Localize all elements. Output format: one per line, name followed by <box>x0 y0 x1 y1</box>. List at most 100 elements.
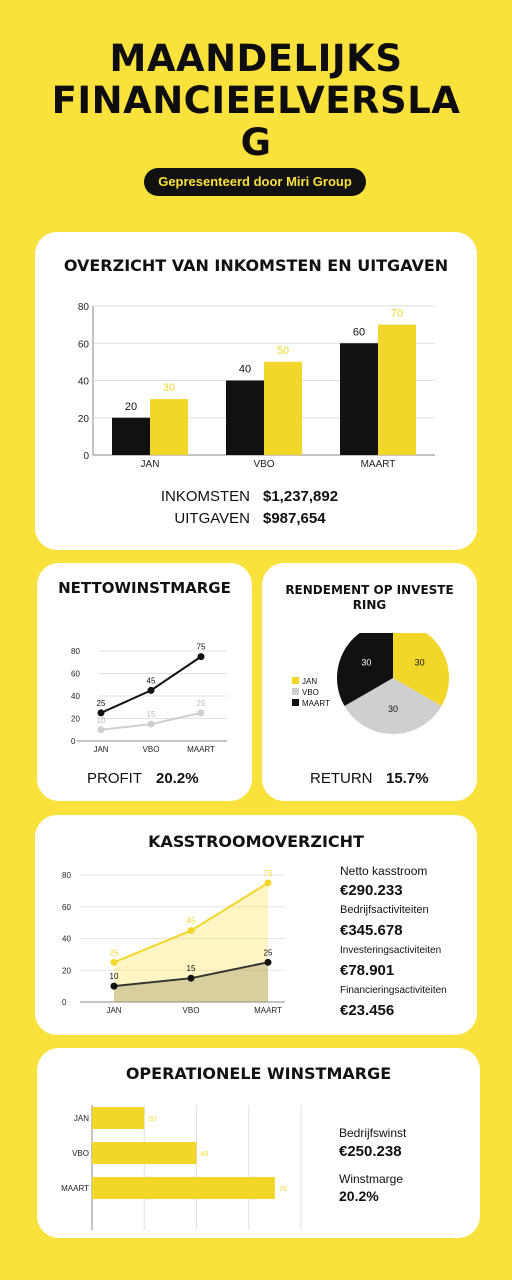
x-tick-label-2: MAART <box>254 1006 282 1015</box>
return-label: RETURN <box>310 770 373 787</box>
point-1-0 <box>110 982 118 990</box>
data-label-1-1: 15 <box>187 964 196 973</box>
roi-title: RENDEMENT OP INVESTE RING <box>262 583 477 613</box>
y-tick-label-2: MAART <box>61 1184 89 1193</box>
operational-hbar-chart: 020406080JAN20VBO40MAART70 <box>61 1105 302 1230</box>
point-0-0 <box>110 958 118 966</box>
point-0-1 <box>187 927 195 935</box>
legend-swatch-1 <box>292 688 299 695</box>
y-tick-label-2: 40 <box>62 935 71 944</box>
y-tick-label-4: 80 <box>62 871 71 880</box>
data-label-0-1: 45 <box>187 917 196 926</box>
data-label-1-2: 25 <box>264 948 273 957</box>
data-label-0-1: 45 <box>147 676 156 685</box>
profit-value: 20.2% <box>156 770 199 787</box>
income-value: $1,237,892 <box>263 488 339 505</box>
profit-label: PROFIT <box>87 770 142 787</box>
area-fill-1 <box>114 962 268 1002</box>
data-label-0-0: 25 <box>110 948 119 957</box>
title-line-1: MAANDELIJKS <box>109 37 403 80</box>
area-fill-0 <box>114 882 268 1002</box>
y-tick-label-2: 40 <box>71 692 80 701</box>
x-tick-label-1: VBO <box>143 745 160 754</box>
operational-value-0: €250.238 <box>339 1143 402 1160</box>
data-label-0-2: 60 <box>353 326 365 338</box>
data-label-1-1: 50 <box>277 345 289 357</box>
pie-slice-2 <box>337 633 393 706</box>
income-label: INKOMSTEN <box>160 488 250 505</box>
roi-title-line-2: RING <box>352 598 387 612</box>
data-label-1-2: 25 <box>197 699 206 708</box>
data-label-0: 20 <box>148 1116 156 1123</box>
cashflow-title: KASSTROOMOVERZICHT <box>148 832 364 851</box>
legend-label-0: JAN <box>302 677 317 686</box>
y-tick-label-0: 0 <box>71 737 76 746</box>
x-tick-label-0: JAN <box>106 1006 121 1015</box>
cashflow-value-2: €78.901 <box>340 962 395 979</box>
subtitle-badge: Gepresenteerd door Miri Group <box>144 168 366 196</box>
y-tick-label-0: 0 <box>62 998 67 1007</box>
data-label-0-1: 40 <box>239 364 251 376</box>
bar-1-1 <box>264 361 302 455</box>
cashflow-label-2: Investeringsactiviteiten <box>340 945 442 956</box>
expense-label: UITGAVEN <box>174 510 250 527</box>
point-0-1 <box>147 686 155 694</box>
bar-1-0 <box>150 399 188 455</box>
net-margin-card: NETTOWINSTMARGE 0 20 40 60 80 25 45 75 10 15 25 JAN… <box>37 563 252 801</box>
slice-label-1: 30 <box>388 704 398 714</box>
income-expense-card: OVERZICHT VAN INKOMSTEN EN UITGAVEN 0 20 4… <box>35 232 477 550</box>
data-label-1-1: 15 <box>147 710 156 719</box>
cashflow-value-1: €345.678 <box>340 922 403 939</box>
legend-swatch-2 <box>292 699 299 706</box>
operational-label-0: Bedrijfswinst <box>339 1126 407 1140</box>
data-label-1-2: 70 <box>391 308 403 320</box>
data-label-1: 40 <box>201 1151 209 1158</box>
cashflow-label-1: Bedrijfsactiviteiten <box>340 904 429 916</box>
y-tick-label-2: 40 <box>78 377 90 388</box>
roi-pie-chart: 30 30 30 JAN VBO MAART <box>292 633 449 734</box>
cashflow-label-3: Financieringsactiviteiten <box>340 985 447 996</box>
y-tick-label-1: 20 <box>71 715 80 724</box>
point-1-2 <box>264 958 272 966</box>
data-label-0-0: 20 <box>125 401 137 413</box>
point-0-2 <box>264 879 272 887</box>
cashflow-value-3: €23.456 <box>340 1002 395 1019</box>
x-tick-label-1: VBO <box>183 1006 200 1015</box>
income-expense-bar-chart: 0 20 40 60 80 20 30 JAN 40 50 VBO 60 70 MAART <box>78 302 435 470</box>
legend-label-1: VBO <box>302 688 319 697</box>
operational-value-1: 20.2% <box>339 1188 379 1204</box>
income-expense-title: OVERZICHT VAN INKOMSTEN EN UITGAVEN <box>63 256 449 275</box>
roi-title-line-1: RENDEMENT OP INVESTE <box>285 583 454 597</box>
operational-label-1: Winstmarge <box>339 1172 404 1186</box>
point-0-2 <box>197 653 205 661</box>
bar-0-0 <box>112 417 150 455</box>
return-value: 15.7% <box>386 770 429 787</box>
pie-slice-0 <box>393 633 449 706</box>
x-tick-label-1: VBO <box>253 459 274 470</box>
data-label-0-0: 25 <box>97 699 106 708</box>
y-tick-label-4: 80 <box>78 302 90 313</box>
point-1-0 <box>97 726 105 734</box>
bar-1-2 <box>378 324 416 455</box>
cashflow-label-0: Netto kasstroom <box>340 864 428 878</box>
data-label-1-0: 30 <box>163 382 175 394</box>
y-tick-label-0: JAN <box>74 1114 89 1123</box>
y-tick-label-1: VBO <box>72 1149 89 1158</box>
data-label-0-2: 75 <box>264 870 273 878</box>
title-line-2: FINANCIEELVERSLA <box>51 79 461 122</box>
x-tick-label-0: JAN <box>141 459 160 470</box>
slice-label-2: 30 <box>361 658 371 668</box>
x-tick-label-2: MAART <box>187 745 215 754</box>
legend-label-2: MAART <box>302 699 330 708</box>
cashflow-area-chart: 0 20 40 60 80 25 45 75 10 15 25 JAN VBO MAART <box>62 870 285 1015</box>
page-title: MAANDELIJKS FINANCIEELVERSLA G <box>0 38 512 164</box>
net-margin-title: NETTOWINSTMARGE <box>58 579 231 597</box>
hbar-0 <box>92 1107 145 1129</box>
y-tick-label-3: 60 <box>62 903 71 912</box>
point-0-0 <box>97 709 105 717</box>
bar-0-2 <box>340 343 378 455</box>
operational-card: OPERATIONELE WINSTMARGE 020406080JAN20VB… <box>37 1048 480 1238</box>
bar-0-1 <box>226 380 264 455</box>
hbar-1 <box>92 1142 197 1164</box>
data-label-1-0: 10 <box>97 716 106 725</box>
